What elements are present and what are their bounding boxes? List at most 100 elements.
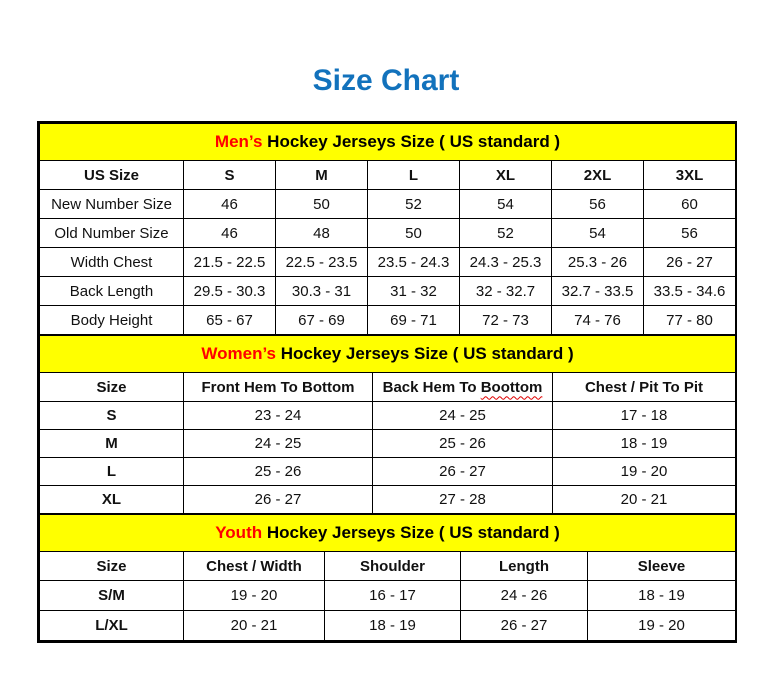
mens-band-highlight: Men’s bbox=[214, 132, 263, 151]
table-row: S 23 - 24 24 - 25 17 - 18 bbox=[39, 401, 737, 430]
value-cell: 17 - 18 bbox=[551, 401, 737, 430]
column-header: L bbox=[367, 160, 460, 190]
womens-size-table: Women’s Hockey Jerseys Size ( US standar… bbox=[38, 335, 737, 514]
row-label: Width Chest bbox=[39, 247, 184, 277]
column-header-misspelled: Back Hem To Boottom bbox=[372, 372, 553, 402]
value-cell: 23.5 - 24.3 bbox=[367, 247, 460, 277]
value-cell: 21.5 - 22.5 bbox=[183, 247, 276, 277]
table-row: S/M 19 - 20 16 - 17 24 - 26 18 - 19 bbox=[39, 580, 736, 611]
column-header: Size bbox=[39, 372, 184, 402]
value-cell: 48 bbox=[275, 218, 368, 248]
value-cell: 67 - 69 bbox=[275, 305, 368, 335]
value-cell: 26 - 27 bbox=[460, 610, 588, 641]
back-hem-prefix: Back Hem To bbox=[382, 378, 481, 396]
value-cell: 26 - 27 bbox=[642, 247, 737, 277]
column-header: S bbox=[183, 160, 276, 190]
value-cell: 77 - 80 bbox=[642, 305, 737, 335]
youth-band-title: Youth Hockey Jerseys Size ( US standard … bbox=[39, 514, 736, 552]
youth-section-band: Youth Hockey Jerseys Size ( US standard … bbox=[39, 514, 736, 552]
table-row: Old Number Size 46 48 50 52 54 56 bbox=[39, 218, 737, 248]
value-cell: 32.7 - 33.5 bbox=[551, 276, 644, 306]
value-cell: 31 - 32 bbox=[367, 276, 460, 306]
value-cell: 23 - 24 bbox=[183, 401, 373, 430]
value-cell: 33.5 - 34.6 bbox=[642, 276, 737, 306]
womens-header-row: Size Front Hem To Bottom Back Hem To Boo… bbox=[39, 372, 737, 402]
value-cell: 24 - 26 bbox=[460, 580, 588, 611]
page-title: Size Chart bbox=[312, 64, 460, 97]
value-cell: 25.3 - 26 bbox=[551, 247, 644, 277]
table-row: L 25 - 26 26 - 27 19 - 20 bbox=[39, 457, 737, 486]
row-label: S/M bbox=[39, 580, 184, 611]
back-hem-misspelled-word: Boottom bbox=[480, 378, 543, 396]
value-cell: 24 - 25 bbox=[372, 401, 553, 430]
mens-section-band: Men’s Hockey Jerseys Size ( US standard … bbox=[38, 123, 737, 161]
column-header: Front Hem To Bottom bbox=[183, 372, 373, 402]
column-header: Chest / Width bbox=[183, 551, 325, 581]
value-cell: 52 bbox=[367, 189, 460, 219]
value-cell: 20 - 21 bbox=[551, 485, 737, 514]
mens-size-table: Men’s Hockey Jerseys Size ( US standard … bbox=[38, 123, 737, 335]
youth-band-highlight: Youth bbox=[215, 523, 263, 542]
value-cell: 56 bbox=[551, 189, 644, 219]
column-header: 2XL bbox=[551, 160, 644, 190]
value-cell: 20 - 21 bbox=[183, 610, 325, 641]
womens-band-rest: Hockey Jerseys Size ( US standard ) bbox=[276, 344, 574, 363]
value-cell: 22.5 - 23.5 bbox=[275, 247, 368, 277]
table-row: New Number Size 46 50 52 54 56 60 bbox=[39, 189, 737, 219]
value-cell: 60 bbox=[642, 189, 737, 219]
value-cell: 16 - 17 bbox=[324, 580, 461, 611]
value-cell: 72 - 73 bbox=[459, 305, 552, 335]
youth-band-rest: Hockey Jerseys Size ( US standard ) bbox=[262, 523, 560, 542]
value-cell: 54 bbox=[459, 189, 552, 219]
womens-section-band: Women’s Hockey Jerseys Size ( US standar… bbox=[38, 335, 737, 373]
value-cell: 24.3 - 25.3 bbox=[459, 247, 552, 277]
value-cell: 52 bbox=[459, 218, 552, 248]
column-header: Shoulder bbox=[324, 551, 461, 581]
value-cell: 19 - 20 bbox=[587, 610, 736, 641]
table-row: M 24 - 25 25 - 26 18 - 19 bbox=[39, 429, 737, 458]
value-cell: 30.3 - 31 bbox=[275, 276, 368, 306]
mens-header-row: US Size S M L XL 2XL 3XL bbox=[39, 160, 737, 190]
value-cell: 74 - 76 bbox=[551, 305, 644, 335]
table-row: XL 26 - 27 27 - 28 20 - 21 bbox=[39, 485, 737, 514]
mens-band-rest: Hockey Jerseys Size ( US standard ) bbox=[262, 132, 561, 151]
value-cell: 69 - 71 bbox=[367, 305, 460, 335]
column-header: M bbox=[275, 160, 368, 190]
table-row: Body Height 65 - 67 67 - 69 69 - 71 72 -… bbox=[39, 305, 737, 335]
table-row: L/XL 20 - 21 18 - 19 26 - 27 19 - 20 bbox=[39, 610, 736, 641]
value-cell: 29.5 - 30.3 bbox=[183, 276, 276, 306]
value-cell: 25 - 26 bbox=[372, 429, 553, 458]
value-cell: 18 - 19 bbox=[324, 610, 461, 641]
womens-band-highlight: Women’s bbox=[201, 344, 276, 363]
value-cell: 56 bbox=[642, 218, 737, 248]
value-cell: 54 bbox=[551, 218, 644, 248]
value-cell: 46 bbox=[183, 218, 276, 248]
value-cell: 18 - 19 bbox=[551, 429, 737, 458]
row-label: M bbox=[39, 429, 184, 458]
value-cell: 24 - 25 bbox=[183, 429, 373, 458]
table-row: Back Length 29.5 - 30.3 30.3 - 31 31 - 3… bbox=[39, 276, 737, 306]
row-label: Old Number Size bbox=[39, 218, 184, 248]
row-label: Back Length bbox=[39, 276, 184, 306]
column-header: Length bbox=[460, 551, 588, 581]
mens-band-title: Men’s Hockey Jerseys Size ( US standard … bbox=[38, 123, 737, 161]
value-cell: 19 - 20 bbox=[551, 457, 737, 486]
value-cell: 25 - 26 bbox=[183, 457, 373, 486]
size-chart: Men’s Hockey Jerseys Size ( US standard … bbox=[37, 121, 737, 643]
row-label: S bbox=[39, 401, 184, 430]
row-label: Body Height bbox=[39, 305, 184, 335]
column-header: XL bbox=[459, 160, 552, 190]
value-cell: 50 bbox=[275, 189, 368, 219]
youth-size-table: Youth Hockey Jerseys Size ( US standard … bbox=[39, 514, 736, 641]
row-label: L/XL bbox=[39, 610, 184, 641]
table-row: Width Chest 21.5 - 22.5 22.5 - 23.5 23.5… bbox=[39, 247, 737, 277]
value-cell: 65 - 67 bbox=[183, 305, 276, 335]
row-label: XL bbox=[39, 485, 184, 514]
column-header: Sleeve bbox=[587, 551, 736, 581]
womens-band-title: Women’s Hockey Jerseys Size ( US standar… bbox=[38, 335, 737, 373]
value-cell: 18 - 19 bbox=[587, 580, 736, 611]
value-cell: 26 - 27 bbox=[183, 485, 373, 514]
column-header: Chest / Pit To Pit bbox=[551, 372, 737, 402]
row-label: L bbox=[39, 457, 184, 486]
